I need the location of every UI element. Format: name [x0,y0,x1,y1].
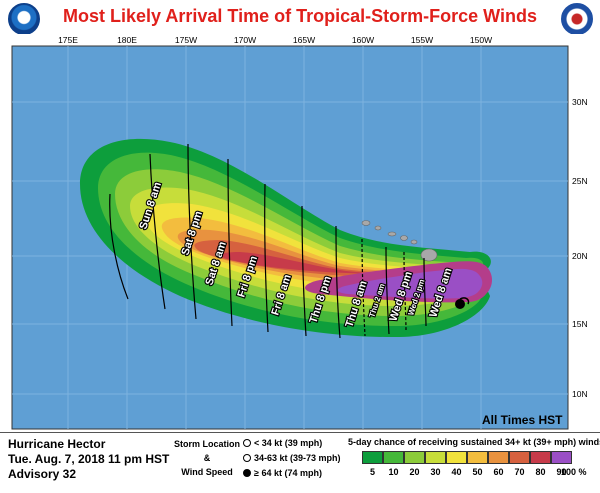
times-note: All Times HST [482,413,563,427]
probability-scale [362,451,572,464]
scale-label: 80 [535,467,546,477]
scale-cell [488,451,509,464]
band-100 [337,268,483,299]
scale-label: 70 [514,467,525,477]
amp-label: & [203,453,211,463]
wind-arrival-map: 175E 180E 175W 170W 165W 160W 155W 150W … [0,34,600,432]
scale-cell [509,451,530,464]
scale-cell [551,451,572,464]
lat-label: 10N [572,389,588,399]
scale-unit: 100 % [561,467,587,477]
scale-cell [425,451,446,464]
lon-label: 155W [411,35,433,45]
scale-cell [446,451,467,464]
band-70 [194,240,457,278]
scale-labels: 5 10 20 30 40 50 60 70 80 90 [362,467,572,477]
lat-label: 30N [572,97,588,107]
map-title: Most Likely Arrival Time of Tropical-Sto… [63,6,537,26]
lat-label: 20N [572,251,588,261]
hurricane-icon [243,469,251,477]
band-60 [177,229,460,283]
storm-date: Tue. Aug. 7, 2018 11 pm HST [8,452,170,466]
lon-label: 175E [58,35,78,45]
hawaiian-islands [361,220,438,262]
lat-label: 25N [572,176,588,186]
scale-label: 5 [369,467,375,477]
scale-cell [404,451,425,464]
scale-cell [362,451,383,464]
legend: Hurricane Hector Tue. Aug. 7, 2018 11 pm… [0,432,600,493]
probability-title: 5-day chance of receiving sustained 34+ … [348,437,600,447]
storm-advisory: Advisory 32 [8,467,77,481]
storm-symbol-icon [455,297,470,309]
open-circle-icon [243,439,251,447]
lon-label: 180E [117,35,137,45]
header: Most Likely Arrival Time of Tropical-Sto… [0,0,600,35]
scale-label: 50 [472,467,483,477]
scale-label: 90 [556,467,567,477]
lon-label: 150W [470,35,492,45]
sym-mid-label: 34-63 kt (39-73 mph) [254,453,341,463]
scale-label: 20 [409,467,420,477]
lon-label: 165W [293,35,315,45]
sym-high-label: ≥ 64 kt (74 mph) [254,468,322,478]
storm-location-label: Storm Location [173,439,240,449]
scale-cell [467,451,488,464]
storm-name: Hurricane Hector [8,437,106,451]
lon-label: 160W [352,35,374,45]
scale-label: 10 [388,467,399,477]
isochrones [109,143,427,339]
scale-cell [530,451,551,464]
lat-label: 15N [572,319,588,329]
legend-symbol-high: ≥ 64 kt (74 mph) [243,468,322,478]
legend-symbol-mid: 34-63 kt (39-73 mph) [243,453,341,463]
scale-label: 30 [430,467,441,477]
scale-label: 60 [493,467,504,477]
nws-logo-icon [561,3,593,35]
lon-label: 175W [175,35,197,45]
scale-label: 40 [451,467,462,477]
legend-symbol-low: < 34 kt (39 mph) [243,438,322,448]
tropical-storm-icon [243,454,251,462]
wind-speed-label: Wind Speed [181,467,233,477]
sym-low-label: < 34 kt (39 mph) [254,438,323,448]
noaa-logo-icon [8,3,40,35]
lon-label: 170W [234,35,256,45]
scale-cell [383,451,404,464]
